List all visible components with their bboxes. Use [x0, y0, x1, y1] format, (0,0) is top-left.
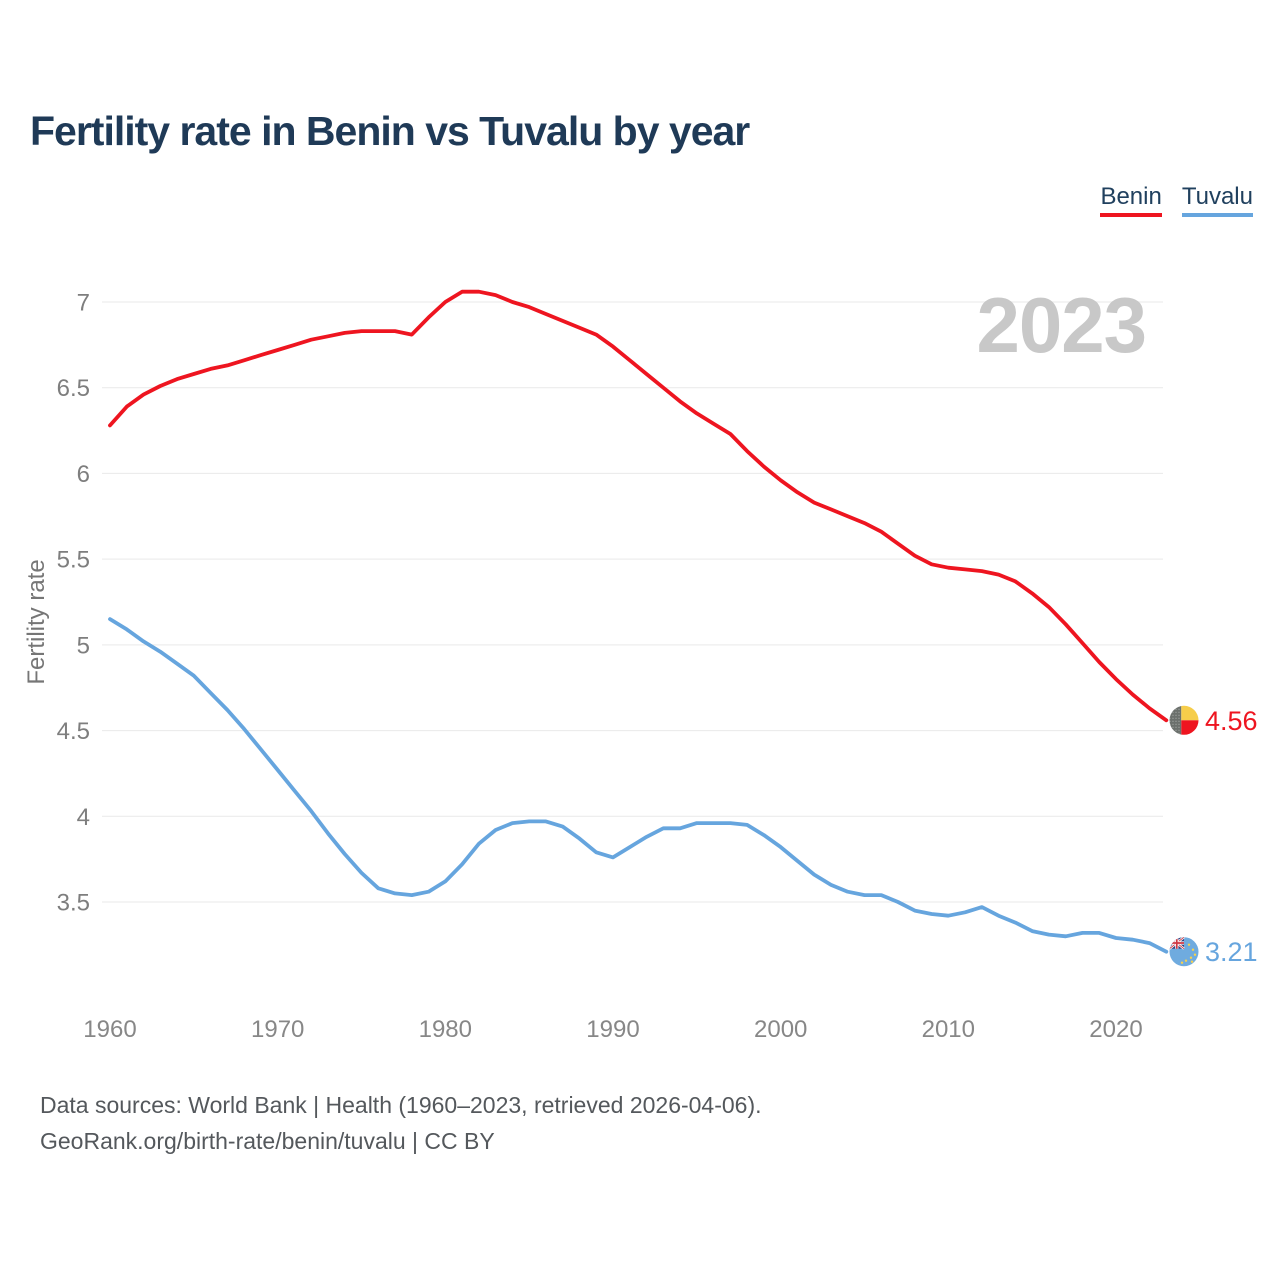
page-title: Fertility rate in Benin vs Tuvalu by yea… — [30, 108, 750, 154]
footer-attribution: GeoRank.org/birth-rate/benin/tuvalu | CC… — [40, 1128, 495, 1154]
x-axis-ticks: 1960 1970 1980 1990 2000 2010 2020 — [83, 1016, 1142, 1043]
y-axis-label: Fertility rate — [23, 559, 50, 684]
x-tick-label: 2000 — [754, 1016, 807, 1043]
tuvalu-flag-stars — [1180, 943, 1197, 964]
tuvalu-line[interactable] — [108, 617, 1169, 954]
y-tick-label: 4 — [77, 804, 90, 831]
y-axis-ticks: 3.5 4 4.5 5 5.5 6 6.5 7 — [57, 290, 90, 917]
x-tick-label: 1960 — [83, 1016, 136, 1043]
legend-item-benin[interactable]: Benin — [1100, 184, 1162, 217]
x-tick-label: 2010 — [922, 1016, 975, 1043]
y-tick-label: 5.5 — [57, 547, 90, 574]
gridlines — [102, 301, 1163, 903]
benin-flag-icon — [1169, 705, 1199, 735]
tuvalu-end-value: 3.21 — [1205, 937, 1258, 967]
x-tick-label: 1980 — [419, 1016, 472, 1043]
y-tick-label: 4.5 — [57, 718, 90, 745]
year-watermark: 2023 — [976, 281, 1146, 369]
y-tick-label: 3.5 — [57, 890, 90, 917]
x-tick-label: 2020 — [1089, 1016, 1142, 1043]
y-tick-label: 5 — [77, 632, 90, 659]
legend-item-tuvalu[interactable]: Tuvalu — [1181, 184, 1253, 217]
y-tick-label: 6 — [77, 461, 90, 488]
tuvalu-flag-icon — [1169, 937, 1199, 967]
footer-data-sources: Data sources: World Bank | Health (1960–… — [40, 1092, 762, 1118]
x-tick-label: 1970 — [251, 1016, 304, 1043]
footer: Data sources: World Bank | Health (1960–… — [40, 1087, 762, 1159]
legend: Benin Tuvalu — [1100, 184, 1253, 217]
benin-end-value: 4.56 — [1205, 706, 1258, 736]
x-tick-label: 1990 — [586, 1016, 639, 1043]
y-tick-label: 6.5 — [57, 375, 90, 402]
y-tick-label: 7 — [77, 290, 90, 317]
benin-line[interactable] — [108, 289, 1169, 723]
